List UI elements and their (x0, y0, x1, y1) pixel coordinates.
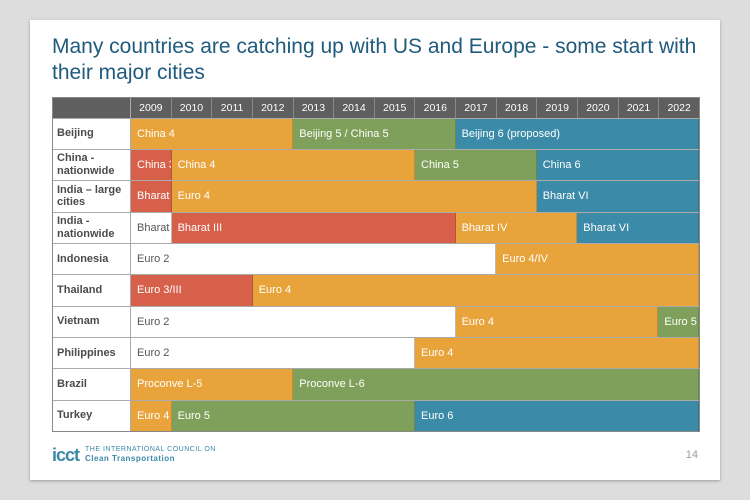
year-cell: 2016 (414, 98, 455, 118)
year-cell: 2020 (577, 98, 618, 118)
row-cells: Bharat IIBharat IIIBharat IVBharat VI (131, 213, 699, 243)
logo: icct THE INTERNATIONAL COUNCIL ON Clean … (52, 445, 216, 466)
gantt-bar: Euro 4 (131, 401, 172, 431)
row-cells: Euro 3/IIIEuro 4 (131, 275, 699, 305)
gantt-bar: Euro 4 (253, 275, 699, 305)
page-number: 14 (686, 449, 698, 461)
gantt-bar: China 5 (415, 150, 537, 180)
gantt-bar: Proconve L-6 (293, 369, 699, 399)
footer: icct THE INTERNATIONAL COUNCIL ON Clean … (52, 432, 698, 470)
row-label: Brazil (53, 369, 131, 399)
year-cell: 2013 (293, 98, 334, 118)
gantt-row: IndonesiaEuro 2Euro 4/IV (53, 243, 699, 274)
gantt-bar: Beijing 6 (proposed) (456, 119, 699, 149)
row-label: Beijing (53, 119, 131, 149)
gantt-row: China - nationwideChina 3China 4China 5C… (53, 149, 699, 180)
gantt-bar: China 4 (172, 150, 415, 180)
logo-line1: THE INTERNATIONAL COUNCIL ON (85, 446, 216, 453)
gantt-bar: Euro 5 (172, 401, 415, 431)
gantt-row: BrazilProconve L-5Proconve L-6 (53, 368, 699, 399)
gantt-bar: China 6 (537, 150, 699, 180)
row-label: Turkey (53, 401, 131, 431)
gantt-bar: Euro 4 (456, 307, 659, 337)
gantt-bar: Euro 5 (658, 307, 699, 337)
header-row: 2009201020112012201320142015201620172018… (53, 98, 699, 118)
gantt-bar: Euro 4/IV (496, 244, 699, 274)
slide: Many countries are catching up with US a… (30, 20, 720, 480)
rows-container: BeijingChina 4Beijing 5 / China 5Beijing… (53, 118, 699, 432)
gantt-bar: Euro 2 (131, 338, 415, 368)
gantt-bar: Euro 2 (131, 307, 456, 337)
row-cells: Euro 2Euro 4/IV (131, 244, 699, 274)
gantt-bar: China 3 (131, 150, 172, 180)
year-cell: 2022 (658, 98, 699, 118)
row-label: Vietnam (53, 307, 131, 337)
gantt-bar: Euro 6 (415, 401, 699, 431)
year-cell: 2010 (171, 98, 212, 118)
row-cells: Proconve L-5Proconve L-6 (131, 369, 699, 399)
gantt-row: TurkeyEuro 4Euro 5Euro 6 (53, 400, 699, 431)
gantt-bar: Euro 4 (415, 338, 699, 368)
row-label: Indonesia (53, 244, 131, 274)
row-label: India – large cities (53, 181, 131, 211)
gantt-bar: Bharat VI (537, 181, 699, 211)
row-label: Thailand (53, 275, 131, 305)
gantt-bar: Bharat II (131, 213, 172, 243)
row-label: India - nationwide (53, 213, 131, 243)
gantt-bar: Euro 3/III (131, 275, 253, 305)
gantt-bar: Bharat III (172, 213, 456, 243)
gantt-bar: Bharat III (131, 181, 172, 211)
header-label-blank (53, 98, 131, 118)
gantt-row: BeijingChina 4Beijing 5 / China 5Beijing… (53, 118, 699, 149)
row-label: China - nationwide (53, 150, 131, 180)
gantt-bar: Euro 2 (131, 244, 496, 274)
row-cells: Euro 4Euro 5Euro 6 (131, 401, 699, 431)
gantt-bar: Bharat IV (456, 213, 578, 243)
slide-title: Many countries are catching up with US a… (52, 34, 698, 87)
row-cells: Bharat IIIEuro 4Bharat VI (131, 181, 699, 211)
row-cells: Euro 2Euro 4 (131, 338, 699, 368)
gantt-row: PhilippinesEuro 2Euro 4 (53, 337, 699, 368)
logo-mark: icct (52, 445, 79, 466)
gantt-bar: Proconve L-5 (131, 369, 293, 399)
gantt-row: India - nationwideBharat IIBharat IIIBha… (53, 212, 699, 243)
year-cell: 2015 (374, 98, 415, 118)
year-cell: 2017 (455, 98, 496, 118)
year-cell: 2011 (211, 98, 252, 118)
year-cell: 2021 (618, 98, 659, 118)
year-cell: 2018 (496, 98, 537, 118)
row-cells: China 3China 4China 5China 6 (131, 150, 699, 180)
gantt-row: India – large citiesBharat IIIEuro 4Bhar… (53, 180, 699, 211)
year-header-cells: 2009201020112012201320142015201620172018… (131, 98, 699, 118)
year-cell: 2019 (536, 98, 577, 118)
year-cell: 2012 (252, 98, 293, 118)
gantt-row: ThailandEuro 3/IIIEuro 4 (53, 274, 699, 305)
year-cell: 2009 (131, 98, 171, 118)
gantt-bar: China 4 (131, 119, 293, 149)
gantt-row: VietnamEuro 2Euro 4Euro 5 (53, 306, 699, 337)
row-cells: China 4Beijing 5 / China 5Beijing 6 (pro… (131, 119, 699, 149)
logo-line2: Clean Transportation (85, 454, 175, 463)
gantt-bar: Bharat VI (577, 213, 699, 243)
gantt-chart: 2009201020112012201320142015201620172018… (52, 97, 700, 433)
row-label: Philippines (53, 338, 131, 368)
gantt-bar: Beijing 5 / China 5 (293, 119, 455, 149)
logo-text: THE INTERNATIONAL COUNCIL ON Clean Trans… (85, 446, 216, 465)
row-cells: Euro 2Euro 4Euro 5 (131, 307, 699, 337)
year-cell: 2014 (333, 98, 374, 118)
gantt-bar: Euro 4 (172, 181, 537, 211)
